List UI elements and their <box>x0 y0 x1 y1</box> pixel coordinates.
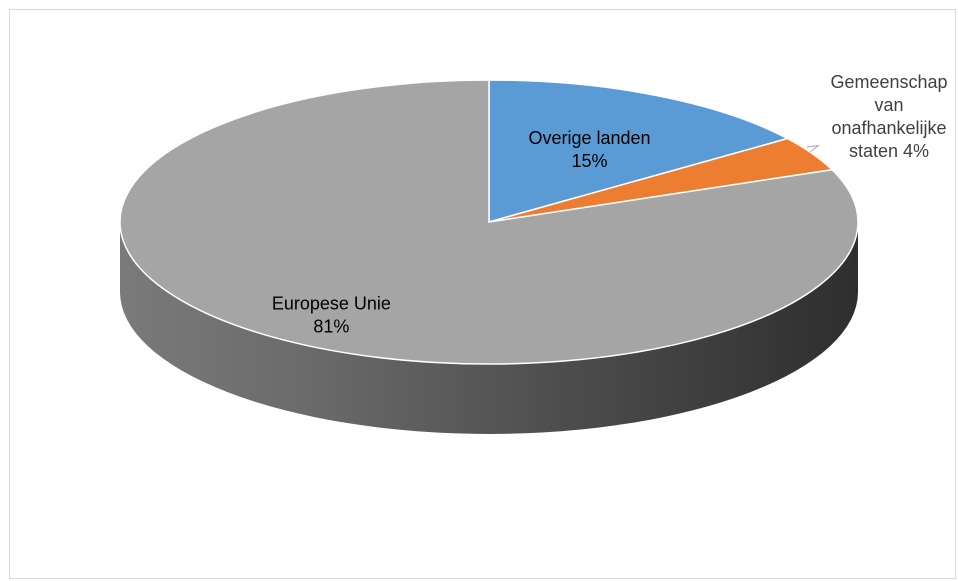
data-label-gemeenschap-van-onafhankelijke-staten-line-2: van <box>874 95 903 115</box>
data-label-overige-landen: Overige landen <box>528 128 650 148</box>
data-label-value-europese-unie: 81% <box>313 316 349 336</box>
pie-side-europese-unie <box>120 222 858 434</box>
leader-line-gemeenschap-van-onafhankelijke-staten <box>806 144 821 152</box>
data-label-europese-unie: Europese Unie <box>272 293 391 313</box>
data-label-gemeenschap-van-onafhankelijke-staten-line-4: staten 4% <box>849 141 929 161</box>
data-label-value-overige-landen: 15% <box>571 151 607 171</box>
data-label-gemeenschap-van-onafhankelijke-staten-line-3: onafhankelijke <box>831 118 946 138</box>
data-label-gemeenschap-van-onafhankelijke-staten-line-1: Gemeenschap <box>830 72 947 92</box>
pie-slice-overige-landen <box>488 79 790 223</box>
pie-slice-europese-unie <box>119 79 859 365</box>
